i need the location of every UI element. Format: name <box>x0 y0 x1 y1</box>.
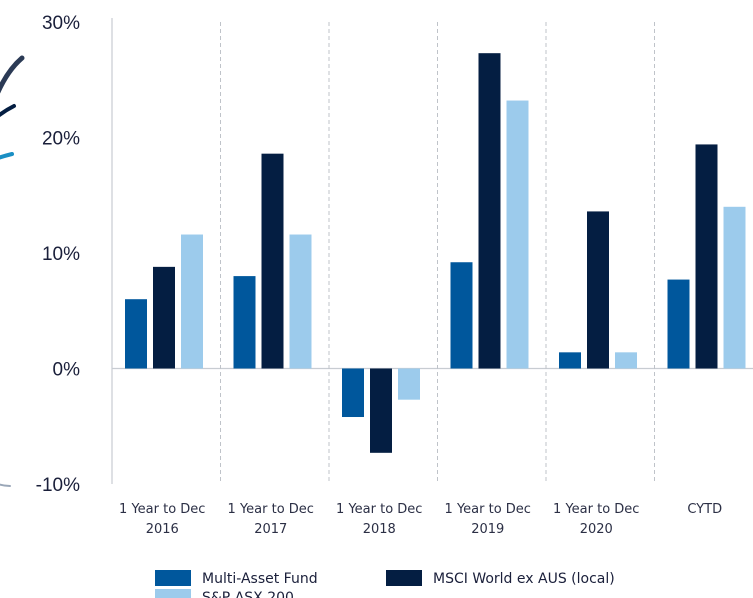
x-axis-labels: 1 Year to Dec 2016 1 Year to Dec 2017 1 Year… <box>119 502 722 537</box>
x-category-label: 2016 <box>146 522 179 537</box>
legend: Multi-Asset Fund MSCI World ex AUS (local… <box>155 570 615 598</box>
bar-msci-world-ex-aus-local <box>587 211 609 369</box>
bar-s-p-asx-200 <box>723 206 746 369</box>
x-category-label: 2018 <box>363 522 396 537</box>
bar-msci-world-ex-aus-local <box>261 153 284 369</box>
legend-swatch <box>155 589 191 598</box>
x-category-label: 1 Year to Dec <box>228 502 314 517</box>
bar-multi-asset-fund <box>667 279 690 369</box>
x-category-label: 2020 <box>580 522 613 537</box>
x-category-label: 1 Year to Dec <box>445 502 531 517</box>
y-tick-label: -10% <box>36 475 80 496</box>
legend-label: MSCI World ex AUS (local) <box>433 571 615 587</box>
bar-multi-asset-fund <box>559 352 581 369</box>
x-category-label: 2017 <box>254 522 287 537</box>
bar-multi-asset-fund <box>450 262 473 369</box>
y-axis: 30% 20% 10% 0% -10% <box>36 13 753 496</box>
category-separators <box>220 22 655 484</box>
x-category-label: CYTD <box>687 502 722 517</box>
bar-s-p-asx-200 <box>289 234 312 369</box>
legend-swatch <box>155 570 191 586</box>
bar-msci-world-ex-aus-local <box>153 266 175 369</box>
y-tick-label: 10% <box>42 244 80 265</box>
legend-label: S&P ASX 200 <box>202 590 294 598</box>
legend-swatch <box>386 570 422 586</box>
bar-s-p-asx-200 <box>615 352 637 369</box>
x-category-label: 2019 <box>471 522 504 537</box>
y-tick-label: 30% <box>42 13 80 34</box>
legend-label: Multi-Asset Fund <box>202 571 318 587</box>
bar-msci-world-ex-aus-local <box>370 368 392 453</box>
bars <box>125 53 746 453</box>
bar-s-p-asx-200 <box>398 368 420 400</box>
bar-multi-asset-fund <box>125 299 147 369</box>
bar-msci-world-ex-aus-local <box>695 144 718 369</box>
bar-s-p-asx-200 <box>506 100 529 369</box>
x-category-label: 1 Year to Dec <box>336 502 422 517</box>
decorative-curves <box>0 55 25 487</box>
bar-multi-asset-fund <box>233 276 256 369</box>
y-tick-label: 0% <box>53 360 81 381</box>
bar-s-p-asx-200 <box>181 234 203 369</box>
bar-msci-world-ex-aus-local <box>478 53 501 369</box>
bar-multi-asset-fund <box>342 368 364 418</box>
x-category-label: 1 Year to Dec <box>119 502 205 517</box>
y-tick-label: 20% <box>42 129 80 150</box>
x-category-label: 1 Year to Dec <box>553 502 639 517</box>
